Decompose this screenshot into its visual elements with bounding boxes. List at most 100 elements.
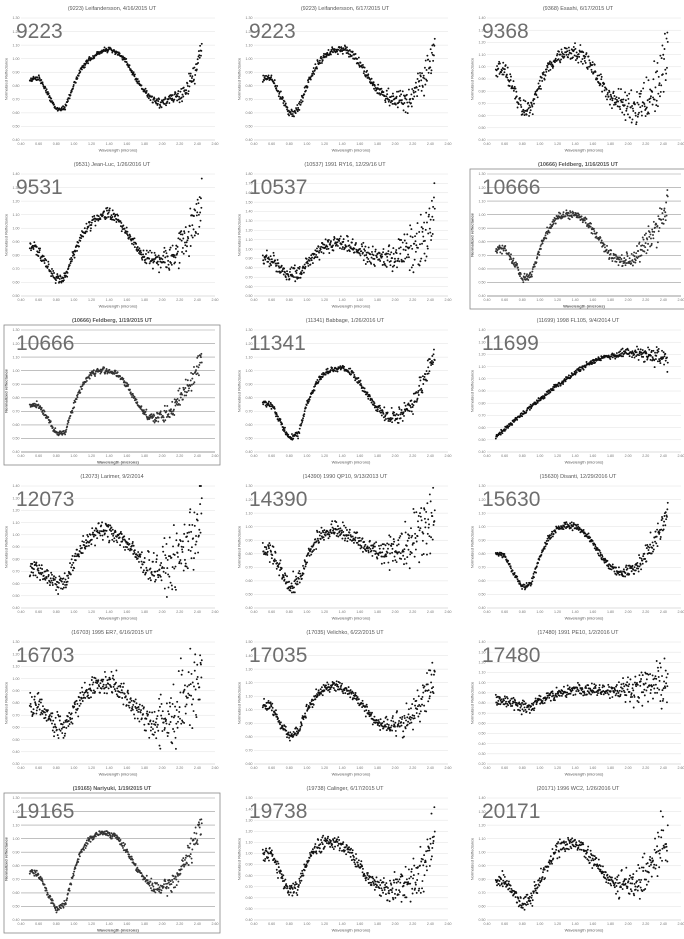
spectrum-point	[620, 254, 623, 256]
spectrum-point	[188, 387, 190, 390]
x-tick-label: 1.80	[141, 142, 148, 146]
spectrum-point	[423, 94, 426, 97]
spectrum-point	[57, 593, 60, 595]
spectrum-point	[99, 52, 101, 55]
spectrum-point	[661, 44, 664, 47]
spectrum-point	[517, 266, 519, 269]
spectrum-point	[29, 565, 32, 568]
spectrum-point	[643, 105, 646, 108]
spectrum-point	[268, 265, 271, 268]
spectrum-point	[619, 350, 622, 353]
spectrum-point	[311, 70, 314, 73]
spectrum-point	[273, 560, 276, 563]
y-tick-label: 1.20	[246, 30, 253, 34]
spectrum-point	[149, 99, 152, 102]
spectrum-point	[354, 379, 357, 382]
spectrum-point	[167, 259, 170, 262]
y-tick-label: 0.50	[13, 437, 20, 441]
spectrum-point	[58, 581, 60, 584]
spectrum-point	[336, 53, 339, 56]
spectrum-point	[50, 97, 53, 100]
spectrum-point	[627, 102, 630, 105]
x-tick-label: 0.60	[501, 142, 508, 146]
spectrum-point	[30, 77, 32, 80]
asteroid-number: 9223	[16, 20, 63, 43]
spectrum-point	[656, 349, 659, 352]
spectrum-point	[106, 209, 108, 212]
spectrum-point	[360, 546, 363, 549]
spectrum-point	[615, 356, 618, 358]
spectrum-point	[389, 253, 391, 256]
spectrum-point	[404, 111, 407, 114]
spectrum-point	[613, 95, 616, 97]
spectrum-point	[197, 374, 200, 377]
spectrum-point	[335, 534, 338, 537]
spectrum-point	[628, 355, 631, 358]
spectrum-point	[423, 221, 426, 224]
spectrum-point	[321, 59, 324, 62]
x-tick-label: 0.40	[251, 142, 258, 146]
spectrum-point	[571, 216, 574, 219]
y-tick-label: 0.50	[479, 281, 486, 285]
spectrum-point	[658, 84, 661, 87]
spectrum-point	[631, 118, 634, 121]
spectrum-point	[414, 90, 417, 93]
spectrum-point	[193, 511, 196, 514]
spectrum-point	[362, 550, 364, 553]
spectrum-point	[432, 59, 435, 62]
spectrum-point	[50, 571, 53, 574]
y-tick-label: 1.30	[479, 340, 486, 344]
spectrum-point	[163, 102, 166, 105]
spectrum-point	[129, 234, 131, 237]
spectrum-point	[185, 89, 188, 92]
spectrum-point	[113, 212, 115, 215]
spectrum-point	[663, 58, 666, 60]
spectrum-point	[64, 108, 67, 111]
spectrum-point	[42, 83, 44, 86]
spectrum-point	[664, 219, 667, 222]
x-tick-label: 2.60	[678, 454, 684, 458]
spectrum-point	[154, 580, 156, 583]
spectrum-point	[393, 411, 396, 414]
spectrum-point	[167, 267, 170, 270]
spectrum-point	[621, 111, 624, 114]
spectrum-point	[373, 87, 375, 90]
x-tick-label: 2.40	[194, 610, 201, 614]
spectrum-point	[69, 94, 72, 97]
spectrum-point	[344, 45, 347, 48]
spectrum-point	[195, 232, 197, 234]
y-tick-label: 1.10	[479, 53, 486, 57]
spectrum-point	[302, 417, 304, 420]
spectrum-point	[410, 105, 413, 108]
chart-title: (10666) Feldberg, 1/16/2015 UT	[538, 162, 619, 168]
panel-frame	[3, 324, 221, 466]
spectrum-point	[280, 567, 283, 570]
spectrum-point	[608, 91, 611, 93]
y-tick-label: 0.90	[13, 382, 20, 386]
spectrum-point	[70, 90, 73, 93]
spectrum-point	[633, 353, 636, 356]
spectrum-point	[35, 245, 38, 248]
spectrum-point	[274, 259, 277, 262]
spectrum-point	[185, 241, 188, 244]
spectrum-point	[353, 375, 356, 378]
spectrum-point	[343, 247, 346, 249]
spectrum-point	[644, 246, 647, 249]
spectrum-point	[355, 242, 357, 244]
spectrum-point	[378, 404, 381, 407]
spectrum-point	[100, 530, 103, 533]
spectrum-point	[77, 553, 80, 556]
spectrum-point	[389, 260, 392, 262]
spectrum-point	[572, 211, 575, 214]
spectrum-point	[606, 91, 609, 94]
spectrum-point	[315, 540, 318, 543]
spectrum-point	[119, 530, 122, 533]
spectrum-point	[563, 55, 566, 58]
spectrum-point	[525, 411, 528, 414]
spectrum-point	[317, 245, 320, 248]
spectrum-point	[373, 545, 376, 548]
spectrum-point	[406, 233, 409, 236]
spectrum-point	[631, 264, 634, 267]
spectrum-point	[367, 246, 370, 249]
spectrum-point	[315, 66, 318, 69]
